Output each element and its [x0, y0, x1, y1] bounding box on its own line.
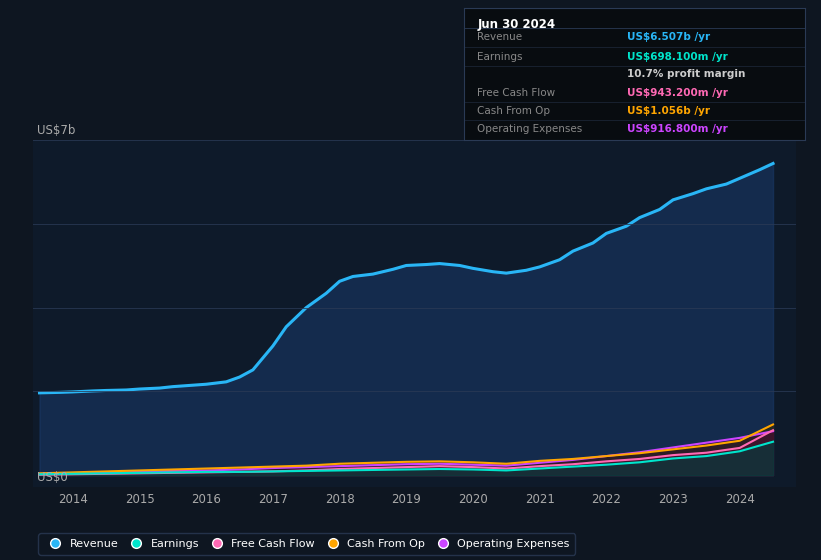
Text: Cash From Op: Cash From Op	[478, 106, 551, 116]
Legend: Revenue, Earnings, Free Cash Flow, Cash From Op, Operating Expenses: Revenue, Earnings, Free Cash Flow, Cash …	[39, 534, 575, 554]
Text: 10.7% profit margin: 10.7% profit margin	[627, 69, 745, 79]
Text: Earnings: Earnings	[478, 52, 523, 62]
Text: US$916.800m /yr: US$916.800m /yr	[627, 124, 728, 134]
Text: US$0: US$0	[37, 471, 67, 484]
Text: Operating Expenses: Operating Expenses	[478, 124, 583, 134]
Text: US$6.507b /yr: US$6.507b /yr	[627, 32, 710, 43]
Text: Jun 30 2024: Jun 30 2024	[478, 17, 556, 31]
Text: Free Cash Flow: Free Cash Flow	[478, 87, 556, 97]
Text: US$943.200m /yr: US$943.200m /yr	[627, 87, 728, 97]
Text: Revenue: Revenue	[478, 32, 523, 43]
Text: US$7b: US$7b	[37, 124, 75, 137]
Text: US$698.100m /yr: US$698.100m /yr	[627, 52, 728, 62]
Text: US$1.056b /yr: US$1.056b /yr	[627, 106, 710, 116]
